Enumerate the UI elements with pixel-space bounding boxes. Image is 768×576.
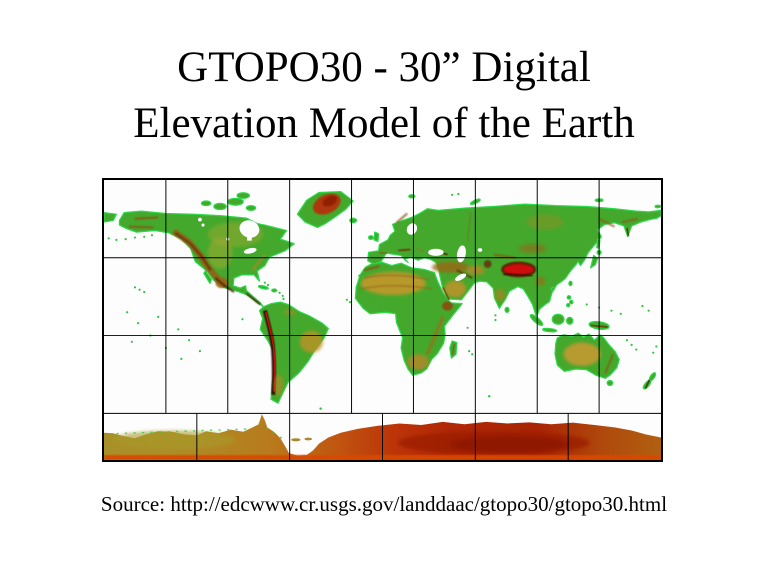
great-britain (373, 231, 380, 243)
central-siberia-plateau (526, 214, 564, 230)
tianshan-kunlun (493, 253, 516, 259)
black-sea (428, 248, 444, 256)
gap-island-1 (291, 438, 301, 442)
chukotka-west-fragment (104, 212, 117, 223)
persian-gulf (455, 273, 467, 281)
verkhoyansk-range (598, 217, 639, 228)
island-specks (107, 192, 658, 410)
inland-water (198, 217, 483, 281)
great-dividing-range (604, 353, 614, 374)
tibetan-plateau-red (502, 262, 535, 276)
java (542, 327, 558, 333)
james-bay (247, 234, 252, 241)
rocky-mountains-crest (174, 231, 212, 271)
baltic-sea (406, 223, 418, 235)
sri-lanka (504, 306, 510, 314)
deccan-plateau (494, 288, 506, 302)
baja-california (203, 270, 213, 285)
pamir-knot (483, 260, 492, 268)
taiwan (568, 280, 573, 287)
tile-grid (104, 180, 661, 460)
arabia-west-rim (442, 286, 450, 301)
gtopo30-world-map (102, 178, 663, 462)
cuba (257, 284, 269, 290)
elevation-shading (104, 193, 661, 460)
scandinavian-mountains (395, 212, 408, 224)
southern-africa-plateau (407, 354, 429, 370)
great-bear-lake (198, 217, 202, 222)
andes-red-core (264, 312, 276, 392)
hainan (550, 286, 555, 292)
appalachians (251, 253, 267, 272)
australian-outback (563, 342, 601, 366)
sulawesi (566, 316, 574, 325)
philippines (566, 295, 574, 308)
ethiopian-highlands (442, 301, 453, 311)
title-line-1: GTOPO30 - 30” Digital (177, 44, 591, 91)
gap-island-2 (304, 437, 313, 441)
tasmania (606, 379, 614, 387)
iceland (349, 217, 358, 224)
sahara-desert (360, 271, 426, 296)
patagonia-tan (274, 374, 284, 397)
atlas-mountains (363, 265, 380, 272)
urals (466, 212, 472, 243)
brazilian-highlands (299, 330, 323, 353)
tibetan-plateau-rim (501, 261, 537, 278)
greenland-icecap-core (322, 195, 338, 207)
alps (397, 248, 411, 252)
himalaya-front (503, 273, 533, 277)
ireland (367, 235, 374, 241)
antarctica-coast-specks (116, 422, 287, 442)
source-caption: Source: http://edcwww.cr.usgs.gov/landda… (100, 492, 668, 516)
sumatra (529, 314, 544, 326)
great-lakes (243, 247, 257, 254)
aral-sea (477, 248, 483, 252)
carpathians (416, 247, 425, 253)
great-plains-olive (207, 237, 233, 269)
mongolia-altai (518, 243, 547, 254)
borneo (551, 313, 565, 325)
great-slave-lake (201, 223, 205, 227)
anatolia-iran-band (432, 261, 470, 273)
slide-title: GTOPO30 - 30” Digital Elevation Model of… (0, 40, 768, 152)
yunnan-highlands (535, 276, 545, 286)
sahara-ridges (360, 274, 433, 290)
kamchatka-spine (626, 228, 630, 237)
world-elevation-svg (104, 180, 661, 460)
sierra-madre-dark (214, 277, 261, 306)
east-antarctica-core (450, 436, 569, 453)
arabia-desert (444, 280, 467, 298)
hispaniola (271, 288, 278, 293)
southern-alps-nz (644, 379, 651, 389)
alaska-brooks-range (128, 216, 159, 229)
hudson-bay (239, 220, 260, 238)
west-antarctica-olive (111, 430, 236, 450)
title-line-2: Elevation Model of the Earth (133, 100, 635, 147)
madagascar-ridge (451, 343, 456, 356)
